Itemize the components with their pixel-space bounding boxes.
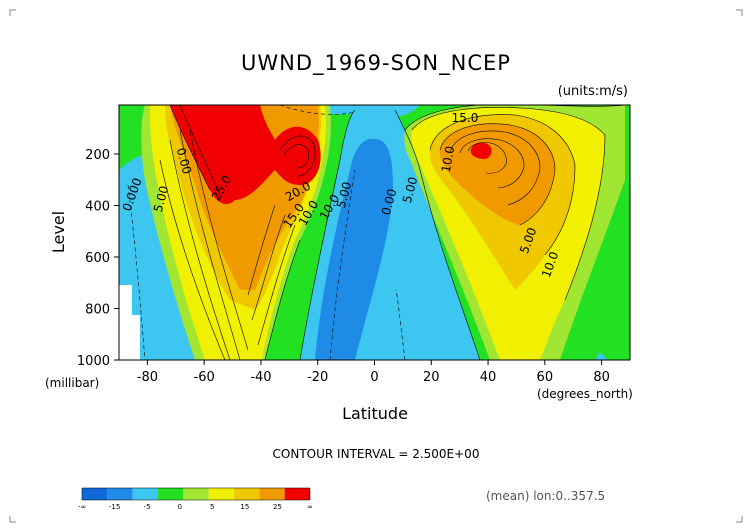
contour-line: [264, 239, 301, 360]
contour-line-negative: [329, 169, 356, 360]
contour-line-negative: [279, 105, 356, 115]
x-units-label: (degrees_north): [537, 387, 633, 401]
footer-label: (mean) lon:0..357.5: [486, 489, 605, 503]
contour-line: [404, 105, 626, 131]
contour-line: [411, 107, 606, 301]
colorbar-label: 15: [240, 503, 249, 511]
x-tick-label: 20: [423, 370, 440, 385]
contour-label: 0.00: [379, 187, 399, 216]
field-pos-higher-right: [439, 123, 555, 225]
contour-line-negative: [127, 184, 146, 360]
x-tick-label: 40: [480, 370, 497, 385]
contour-label: 15.0: [452, 111, 479, 125]
field-neg-strong: [315, 138, 393, 360]
contour-label: 5.00: [334, 180, 354, 209]
x-tick-label: -20: [307, 370, 328, 385]
colorbar-swatch: [208, 488, 234, 500]
colorbar-frame: [81, 487, 311, 501]
field-pos-max-right: [470, 142, 492, 160]
field-missing-2: [119, 315, 140, 360]
chart-title: UWND_1969-SON_NCEP: [241, 51, 511, 76]
contour-line: [439, 123, 556, 226]
x-tick-label: -40: [250, 370, 271, 385]
y-units-label: (millibar): [45, 376, 99, 390]
contour-line: [279, 135, 316, 177]
corner-marks: [9, 9, 743, 523]
x-tick-label: -80: [137, 370, 158, 385]
x-tick-label: -60: [194, 370, 215, 385]
contour-label: 5.00: [400, 175, 420, 204]
x-tick-label: 60: [537, 370, 554, 385]
contour-line: [467, 142, 507, 174]
contour-line: [189, 129, 249, 351]
contour-line-negative: [395, 289, 406, 360]
colorbar-label: -15: [109, 503, 120, 511]
contour-label: 5.00: [151, 184, 171, 213]
contour-label: 10.0: [439, 145, 457, 174]
y-axis: 200 400 600 800 1000: [77, 148, 119, 369]
colorbar-swatch: [82, 488, 108, 500]
contour-line: [394, 109, 481, 360]
contour-line: [179, 105, 221, 196]
contour-line: [159, 159, 226, 360]
contour-line: [169, 105, 211, 191]
contour-line: [429, 114, 576, 256]
x-axis-label: Latitude: [342, 404, 408, 423]
contour-line: [251, 214, 286, 321]
colorbar-swatch: [183, 488, 209, 500]
y-tick-label: 600: [85, 251, 110, 266]
colorbar-label: -∞: [78, 503, 86, 511]
contour-line: [299, 109, 356, 360]
contour-line: [169, 139, 231, 360]
contour-label: 0.00: [174, 146, 194, 175]
x-tick-label: 0: [370, 370, 378, 385]
colorbar-label: ∞: [307, 503, 313, 511]
field-neg-right-edge: [595, 352, 608, 360]
colorbar-label: -5: [144, 503, 151, 511]
colorbar-swatch: [284, 488, 310, 500]
y-tick-label: 200: [85, 148, 110, 163]
x-tick-label: 80: [593, 370, 610, 385]
contour-line: [247, 204, 276, 296]
colorbar-swatch: [158, 488, 184, 500]
contour-line: [257, 224, 296, 346]
contour-line: [179, 129, 241, 360]
contour-line: [459, 138, 525, 189]
colorbar-swatch: [107, 488, 133, 500]
field-missing-1: [119, 285, 132, 315]
colorbar-swatch: [132, 488, 158, 500]
colorbar-label: 5: [210, 503, 214, 511]
colorbar-swatch: [259, 488, 285, 500]
y-tick-label: 800: [85, 302, 110, 317]
colorbar-label: 25: [273, 503, 282, 511]
contour-line: [283, 144, 310, 169]
y-tick-label: 400: [85, 199, 110, 214]
y-axis-label: Level: [49, 211, 68, 253]
y-tick-label: 1000: [77, 354, 110, 369]
units-label: (units:m/s): [558, 84, 628, 99]
x-axis: -80 -60 -40 -20 0 20 40 60 80: [137, 360, 610, 385]
contour-interval-label: CONTOUR INTERVAL = 2.500E+00: [273, 447, 480, 461]
colorbar: -∞ -15 -5 0 5 15 25 ∞: [78, 487, 313, 511]
contour-field: [119, 105, 630, 360]
field-pos-max-left: [170, 105, 321, 205]
contour-line: [449, 130, 541, 206]
colorbar-label: 0: [177, 503, 181, 511]
colorbar-swatch: [234, 488, 260, 500]
